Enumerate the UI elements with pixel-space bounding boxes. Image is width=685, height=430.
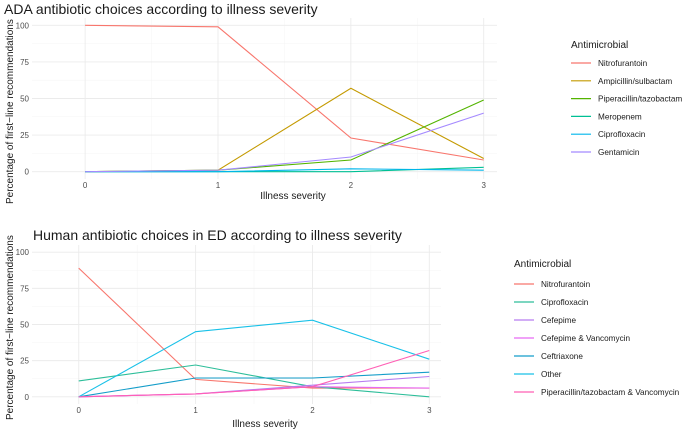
human-ed-chart: Human antibiotic choices in ED according… bbox=[5, 227, 680, 430]
x-tick-label: 2 bbox=[349, 181, 354, 190]
series-line bbox=[78, 364, 430, 398]
y-tick-label: 25 bbox=[20, 131, 29, 140]
x-tick-label: 0 bbox=[83, 181, 88, 190]
y-tick-label: 75 bbox=[20, 284, 29, 293]
series-line bbox=[85, 168, 484, 173]
ada-chart: ADA antibiotic choices according to illn… bbox=[4, 1, 682, 204]
legend-label: Cefepime bbox=[541, 316, 576, 325]
y-tick-label: 100 bbox=[16, 21, 30, 30]
y-axis-label: Percentage of first−line recommendations bbox=[5, 19, 16, 204]
series-lines bbox=[78, 267, 430, 398]
legend-label: Ceftriaxone bbox=[541, 352, 583, 361]
legend-label: Other bbox=[541, 370, 562, 379]
x-tick-label: 1 bbox=[216, 181, 221, 190]
x-axis-label: Illness severity bbox=[260, 191, 326, 202]
axis-ticks: 0 25 50 75 100 0 1 2 3 bbox=[16, 21, 487, 190]
y-tick-label: 25 bbox=[20, 357, 29, 366]
x-axis-label: Illness severity bbox=[232, 419, 298, 430]
series-line bbox=[78, 349, 430, 398]
y-tick-label: 75 bbox=[20, 58, 29, 67]
x-tick-label: 3 bbox=[481, 181, 486, 190]
legend: Nitrofurantoin Ciprofloxacin Cefepime Cefep… bbox=[514, 280, 680, 397]
legend-label: Meropenem bbox=[598, 112, 642, 121]
grid bbox=[32, 18, 497, 179]
series-line bbox=[78, 319, 430, 398]
chart-title: ADA antibiotic choices according to illn… bbox=[4, 1, 318, 17]
legend-label: Ciprofloxacin bbox=[598, 130, 646, 139]
y-axis-label: Percentage of first−line recommendations bbox=[5, 235, 16, 420]
legend-label: Gentamicin bbox=[598, 148, 640, 157]
legend-label: Piperacillin/tazobactam & Vancomycin bbox=[541, 388, 680, 397]
legend: Nitrofurantoin Ampicillin/sulbactam Pipera… bbox=[571, 59, 682, 157]
y-tick-label: 0 bbox=[25, 393, 30, 402]
legend-title: Antimicrobial bbox=[514, 259, 571, 270]
series-line bbox=[78, 267, 430, 389]
y-tick-label: 50 bbox=[20, 321, 29, 330]
series-line bbox=[85, 24, 484, 161]
x-tick-label: 0 bbox=[77, 406, 82, 415]
chart-title: Human antibiotic choices in ED according… bbox=[33, 227, 402, 243]
legend-label: Ciprofloxacin bbox=[541, 298, 589, 307]
x-tick-label: 1 bbox=[193, 406, 198, 415]
y-tick-label: 50 bbox=[20, 95, 29, 104]
legend-label: Nitrofurantoin bbox=[598, 59, 648, 68]
grid bbox=[32, 245, 441, 404]
legend-label: Cefepime & Vancomycin bbox=[541, 334, 630, 343]
legend-title: Antimicrobial bbox=[571, 40, 628, 51]
x-tick-label: 3 bbox=[427, 406, 432, 415]
legend-label: Nitrofurantoin bbox=[541, 280, 591, 289]
y-tick-label: 100 bbox=[16, 248, 30, 257]
legend-label: Ampicillin/sulbactam bbox=[598, 77, 672, 86]
y-tick-label: 0 bbox=[25, 168, 30, 177]
series-line bbox=[85, 112, 484, 173]
series-lines bbox=[85, 24, 484, 173]
legend-label: Piperacillin/tazobactam bbox=[598, 95, 682, 104]
axis-ticks: 0 25 50 75 100 0 1 2 3 bbox=[16, 248, 432, 415]
series-line bbox=[78, 371, 430, 398]
x-tick-label: 2 bbox=[310, 406, 315, 415]
